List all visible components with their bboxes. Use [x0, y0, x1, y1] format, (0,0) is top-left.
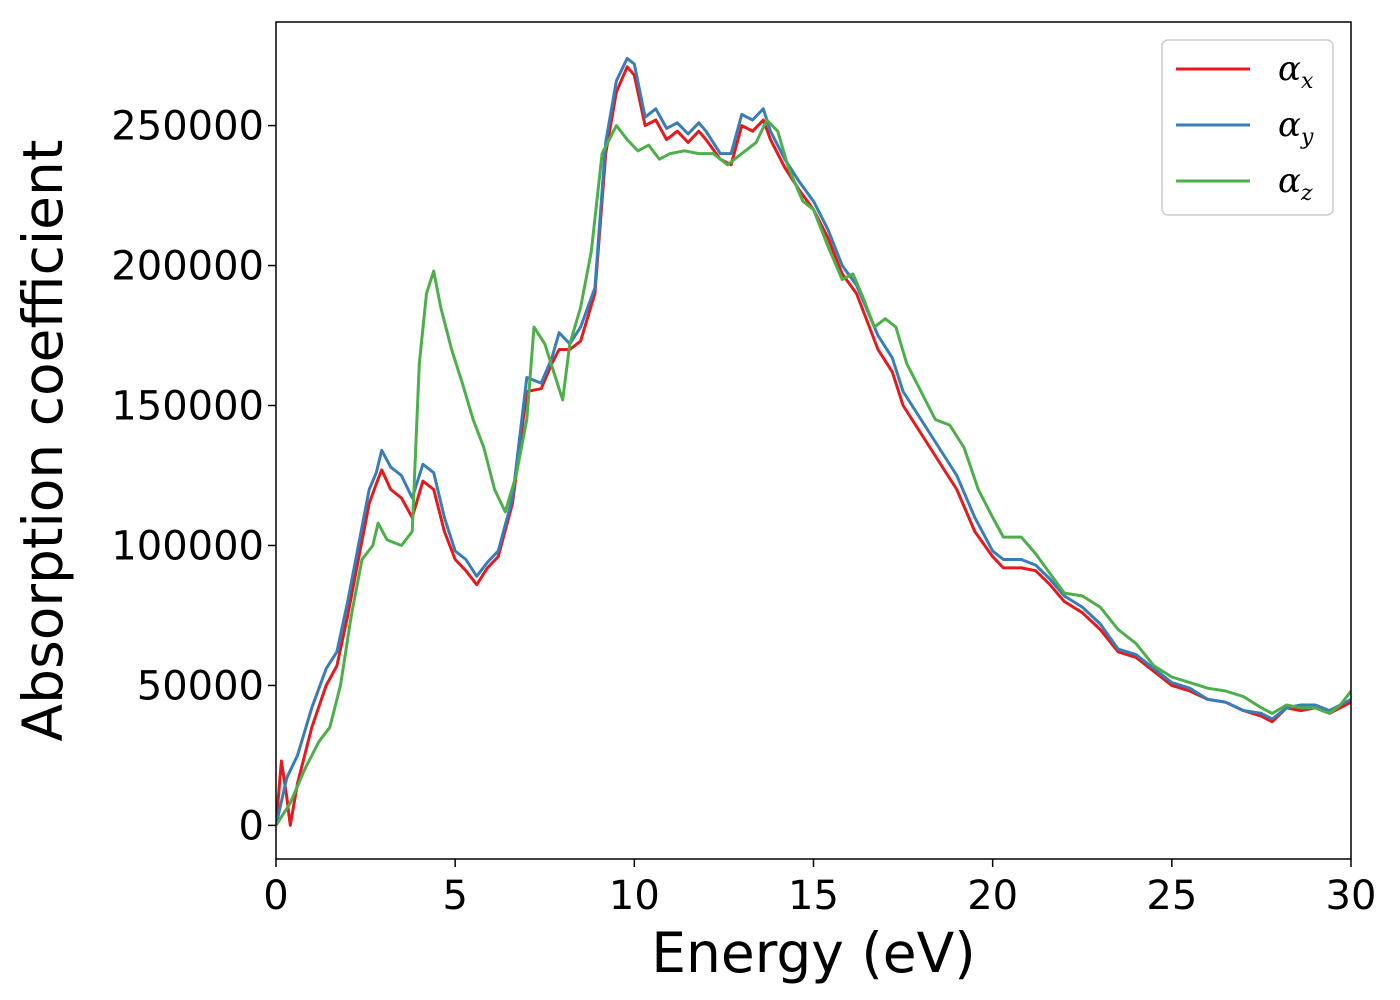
- y-tick-label: 0: [239, 803, 264, 849]
- x-tick-label: 5: [442, 873, 467, 919]
- series-line-x: [276, 65, 1351, 827]
- x-tick-label: 30: [1326, 873, 1377, 919]
- y-axis-title: Absorption coefficient: [11, 140, 75, 742]
- x-tick-label: 10: [609, 873, 660, 919]
- y-tick-label: 200000: [111, 244, 264, 290]
- series-layer: [276, 56, 1351, 827]
- x-tick-label: 25: [1146, 873, 1197, 919]
- y-tick-label: 150000: [111, 384, 264, 430]
- y-tick-label: 250000: [111, 104, 264, 150]
- y-tick-label: 100000: [111, 523, 264, 569]
- x-tick-label: 15: [788, 873, 839, 919]
- legend-box: [1161, 39, 1334, 216]
- y-axis: 0 50000 100000 150000 200000 250000: [111, 104, 276, 849]
- y-tick-label: 50000: [137, 663, 264, 709]
- x-tick-label: 20: [967, 873, 1018, 919]
- x-axis: 0 5 10 15 20 25 30: [263, 859, 1376, 919]
- series-line-y: [276, 56, 1351, 826]
- x-tick-label: 0: [263, 873, 288, 919]
- series-line-z: [276, 118, 1351, 827]
- x-axis-title: Energy (eV): [651, 921, 975, 985]
